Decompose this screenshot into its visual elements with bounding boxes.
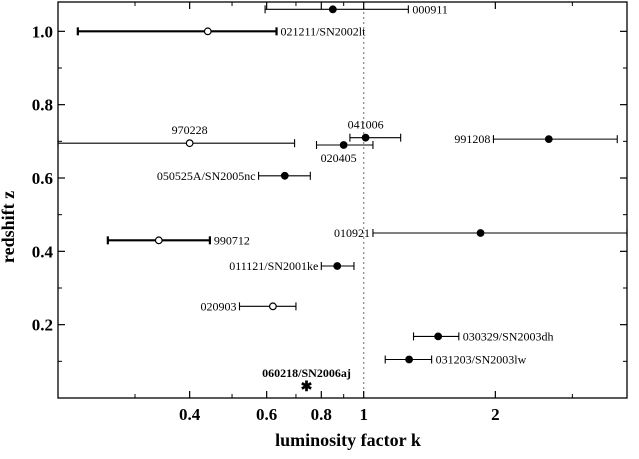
point-021211-sn2002lt [203, 27, 212, 36]
point-label-020405: 020405 [321, 151, 357, 165]
point-label-010921: 010921 [334, 226, 370, 240]
x-tick-label: 0.4 [179, 405, 201, 424]
point-label-991208: 991208 [454, 132, 490, 146]
point-030329-sn2003dh [434, 332, 443, 341]
point-label-990712: 990712 [214, 233, 250, 247]
point-label-050525a-sn2005nc: 050525A/SN2005nc [157, 169, 256, 183]
point-010921 [476, 229, 485, 237]
y-tick-label: 0.8 [32, 96, 53, 115]
point-000911 [328, 5, 337, 14]
point-970228 [185, 139, 194, 148]
data-points: ✱ [57, 5, 628, 395]
point-020903 [268, 302, 277, 311]
x-tick-label: 1 [359, 405, 368, 424]
point-060218-sn2006aj: ✱ [301, 380, 313, 395]
y-tick-label: 0.2 [32, 316, 53, 335]
y-tick-label: 0.4 [32, 242, 54, 261]
point-991208 [544, 135, 553, 144]
point-label-000911: 000911 [412, 2, 448, 16]
point-label-970228: 970228 [172, 123, 208, 137]
point-label-030329-sn2003dh: 030329/SN2003dh [463, 329, 554, 343]
y-axis-title: redshift z [0, 191, 18, 263]
plot-frame [57, 1, 628, 399]
point-020405 [339, 141, 348, 149]
point-031203-sn2003lw [405, 355, 413, 364]
point-label-041006: 041006 [348, 118, 384, 132]
x-tick-label: 2 [491, 405, 500, 424]
axes: 0.4 0.6 0.8 1 2 0.2 0.4 0.6 0.8 1.0 [32, 1, 628, 424]
point-990712 [154, 236, 163, 245]
y-tick-label: 1.0 [32, 22, 53, 41]
point-labels: 000911 021211/SN2002lt 041006 970228 991208 0… [157, 2, 554, 380]
point-label-031203-sn2003lw: 031203/SN2003lw [436, 353, 527, 367]
x-axis-title: luminosity factor k [275, 430, 421, 450]
point-011121-sn2001ke [333, 262, 342, 270]
x-tick-label: 0.8 [311, 405, 332, 424]
point-050525a-sn2005nc [280, 171, 289, 180]
point-label-020903: 020903 [200, 299, 236, 313]
point-label-060218-sn2006aj: 060218/SN2006aj [262, 366, 351, 380]
y-tick-label: 0.6 [32, 169, 53, 188]
point-label-011121-sn2001ke: 011121/SN2001ke [229, 259, 318, 273]
x-tick-label: 0.6 [256, 405, 277, 424]
point-label-021211-sn2002lt: 021211/SN2002lt [281, 24, 367, 38]
point-041006 [361, 133, 370, 142]
